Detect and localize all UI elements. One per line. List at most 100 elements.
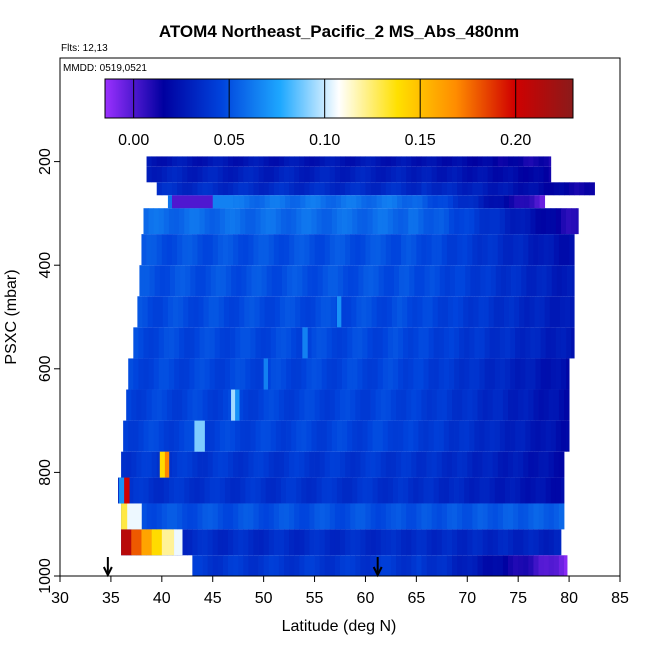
heatmap-cell — [250, 327, 256, 359]
heatmap-cell — [508, 389, 514, 421]
heatmap-cell — [553, 555, 560, 576]
heatmap-cell — [462, 555, 468, 576]
heatmap-cell — [390, 234, 397, 266]
heatmap-cell — [316, 327, 323, 359]
heatmap-cell — [166, 182, 173, 196]
heatmap-cell — [514, 296, 520, 328]
heatmap-cell — [553, 389, 560, 421]
heatmap-cell — [253, 503, 259, 530]
heatmap-cell — [406, 156, 412, 167]
heatmap-cell — [212, 451, 219, 478]
heatmap-cell — [443, 208, 450, 235]
heatmap-cell — [396, 234, 402, 266]
heatmap-cell — [161, 234, 168, 266]
heatmap-cell — [270, 420, 277, 452]
heatmap-cell — [497, 166, 504, 183]
heatmap-cell — [421, 389, 427, 421]
heatmap-cell — [131, 451, 137, 478]
heatmap-cell — [187, 182, 193, 196]
heatmap-cell — [289, 451, 295, 478]
heatmap-cell — [317, 265, 324, 297]
heatmap-cell — [182, 156, 188, 167]
heatmap-cell — [478, 296, 484, 328]
heatmap-cell — [184, 358, 190, 390]
heatmap-cell — [375, 451, 382, 478]
heatmap-cell — [540, 358, 547, 390]
heatmap-cell — [278, 555, 285, 576]
heatmap-cell — [370, 166, 377, 183]
heatmap-cell — [248, 451, 254, 478]
heatmap-cell — [178, 296, 184, 328]
heatmap-cell — [523, 234, 529, 266]
heatmap-cell — [269, 195, 276, 209]
heatmap-cell — [128, 477, 134, 504]
heatmap-cell — [222, 182, 229, 196]
heatmap-cell — [546, 265, 553, 297]
heatmap-cell — [310, 296, 316, 328]
heatmap-cell — [565, 296, 571, 328]
heatmap-cell — [163, 327, 170, 359]
heatmap-cell — [521, 265, 527, 297]
heatmap-cell — [399, 265, 405, 297]
heatmap-cell — [350, 503, 356, 530]
heatmap-cells — [118, 156, 595, 576]
heatmap-cell — [416, 555, 422, 576]
heatmap-cell — [336, 477, 343, 504]
heatmap-cell — [231, 265, 237, 297]
heatmap-cell — [482, 451, 489, 478]
heatmap-cell — [474, 208, 480, 235]
heatmap-cell — [441, 555, 448, 576]
heatmap-cell — [138, 358, 144, 390]
heatmap-cell — [209, 327, 216, 359]
heatmap-cell — [153, 420, 160, 452]
heatmap-cell — [305, 195, 311, 209]
heatmap-cell — [431, 451, 438, 478]
heatmap-cell — [233, 529, 239, 556]
heatmap-cell — [315, 195, 322, 209]
heatmap-cell — [403, 327, 409, 359]
heatmap-cell — [390, 156, 397, 167]
heatmap-cell — [148, 420, 155, 452]
heatmap-cell — [189, 358, 195, 390]
heatmap-cell — [524, 195, 530, 209]
heatmap-cell — [294, 234, 300, 266]
heatmap-cell — [263, 389, 270, 421]
heatmap-cell — [438, 420, 445, 452]
heatmap-cell — [141, 389, 147, 421]
heatmap-cell — [467, 166, 473, 183]
heatmap-cell — [156, 166, 163, 183]
heatmap-cell — [253, 555, 259, 576]
heatmap-cell — [131, 389, 137, 421]
heatmap-cell — [294, 156, 300, 167]
heatmap-cell — [555, 358, 562, 390]
heatmap-cell — [324, 182, 331, 196]
heatmap-cell — [401, 451, 407, 478]
heatmap-cell — [494, 327, 501, 359]
dates-label: MMDD: 0519,0521 — [63, 63, 147, 74]
heatmap-cell — [538, 451, 545, 478]
heatmap-cell — [454, 208, 460, 235]
heatmap-cell — [416, 529, 422, 556]
heatmap-cell — [240, 420, 246, 452]
heatmap-cell — [185, 265, 191, 297]
heatmap-cell — [273, 234, 280, 266]
heatmap-cell — [454, 327, 460, 359]
heatmap-cell — [284, 182, 290, 196]
heatmap-cell — [475, 265, 481, 297]
heatmap-cell — [304, 182, 310, 196]
heatmap-cell — [474, 477, 480, 504]
heatmap-cell — [472, 503, 478, 530]
heatmap-hotspot — [131, 529, 142, 556]
heatmap-cell — [538, 182, 545, 196]
heatmap-cell — [309, 166, 315, 183]
heatmap-cell — [426, 389, 433, 421]
heatmap-cell — [228, 555, 234, 576]
heatmap-cell — [146, 389, 153, 421]
heatmap-cell — [535, 358, 541, 390]
heatmap-cell — [230, 208, 236, 235]
x-tick-label: 75 — [509, 590, 527, 607]
heatmap-cell — [545, 477, 552, 504]
heatmap-cell — [431, 156, 438, 167]
heatmap-cell — [439, 265, 446, 297]
heatmap-cell — [228, 182, 234, 196]
